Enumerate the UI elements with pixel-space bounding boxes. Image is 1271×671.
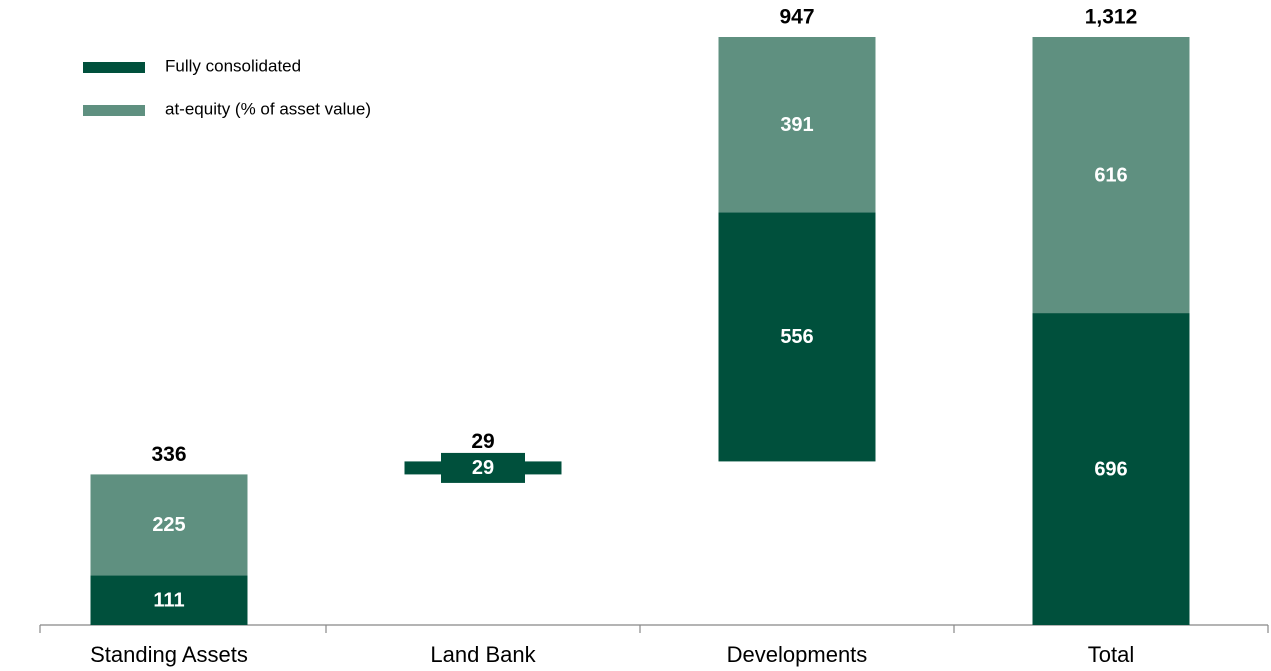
segment-label: 696 (1094, 458, 1127, 480)
segment-label: 225 (152, 514, 185, 536)
x-tick-label: Total (1088, 642, 1134, 667)
legend-swatch (83, 105, 145, 116)
segment-label: 111 (153, 589, 184, 611)
legend-label: at-equity (% of asset value) (165, 99, 371, 118)
total-label: 336 (151, 443, 186, 466)
x-tick-label: Developments (727, 642, 868, 667)
bar-segment (90, 575, 248, 625)
total-label: 947 (779, 6, 814, 29)
bar-segment (1032, 37, 1190, 314)
legend-label: Fully consolidated (165, 56, 301, 75)
total-label: 29 (471, 430, 494, 453)
x-tick-label: Standing Assets (90, 642, 248, 667)
total-label: 1,312 (1085, 6, 1138, 29)
bar-segment (90, 474, 248, 576)
segment-label: 29 (472, 457, 494, 479)
bar-segment (1032, 313, 1190, 625)
segment-label: 391 (780, 114, 813, 136)
segment-label: 556 (780, 326, 813, 348)
segment-label: 616 (1094, 164, 1127, 186)
x-tick-label: Land Bank (430, 642, 536, 667)
label-box (441, 452, 525, 483)
bar-segment (718, 212, 876, 462)
bar-segment (718, 37, 876, 213)
legend-swatch (83, 62, 145, 73)
